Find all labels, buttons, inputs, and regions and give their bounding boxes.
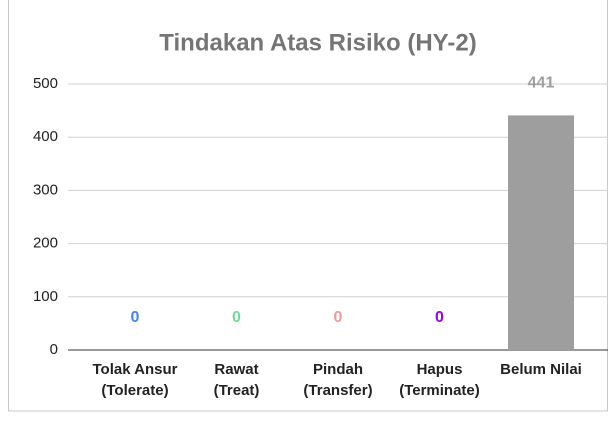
x-tick-label: Belum Nilai xyxy=(500,361,582,378)
value-label: 0 xyxy=(131,309,140,326)
y-tick-label: 300 xyxy=(33,181,58,198)
x-tick-label: (Terminate) xyxy=(399,382,480,399)
x-tick-label: (Transfer) xyxy=(303,382,372,399)
x-tick-label: Pindah xyxy=(313,361,363,378)
y-tick-label: 0 xyxy=(50,341,58,358)
chart-frame xyxy=(8,0,608,412)
x-tick-label: Rawat xyxy=(214,361,258,378)
value-label: 0 xyxy=(232,309,241,326)
y-tick-label: 500 xyxy=(33,75,58,92)
value-label: 0 xyxy=(334,309,343,326)
chart-title: Tindakan Atas Risiko (HY-2) xyxy=(159,29,476,56)
value-label: 441 xyxy=(528,75,555,92)
value-label: 0 xyxy=(435,309,444,326)
y-tick-label: 400 xyxy=(33,128,58,145)
y-tick-label: 200 xyxy=(33,235,58,252)
x-tick-label: Hapus xyxy=(417,361,463,378)
x-tick-label: (Treat) xyxy=(214,382,260,399)
x-tick-label: (Tolerate) xyxy=(101,382,168,399)
bar xyxy=(508,115,574,350)
y-tick-label: 100 xyxy=(33,288,58,305)
x-tick-label: Tolak Ansur xyxy=(92,361,177,378)
